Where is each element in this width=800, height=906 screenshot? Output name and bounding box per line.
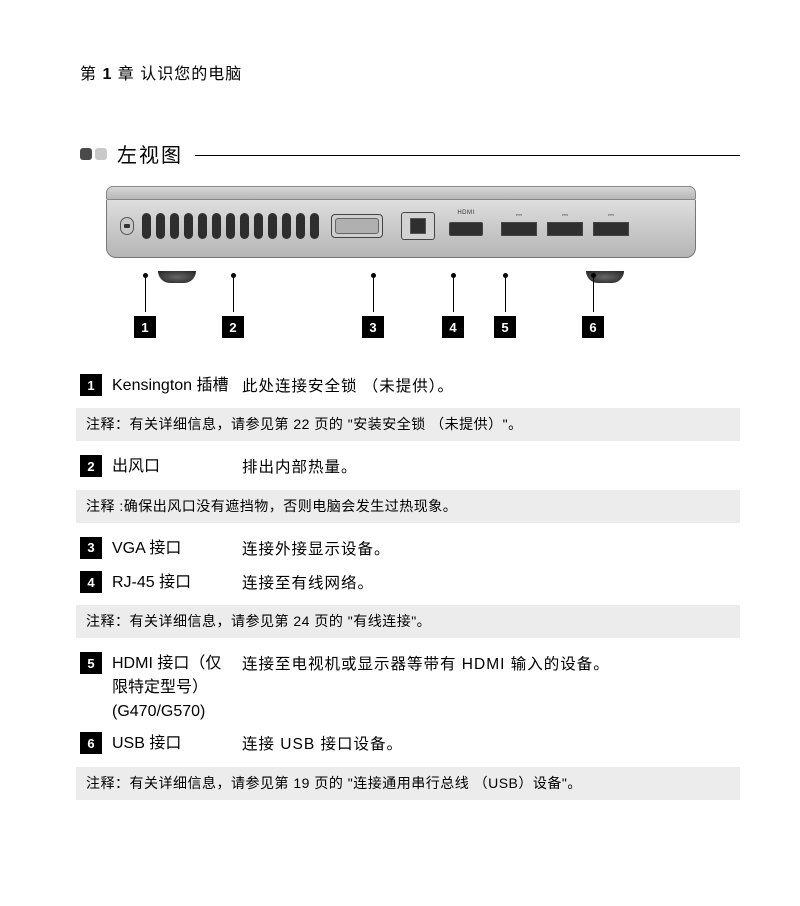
chapter-title: 第 1 章 认识您的电脑	[80, 60, 740, 84]
callout-number-badge: 1	[134, 316, 156, 338]
port-item-row: 1 Kensington 插槽此处连接安全锁 （未提供）。	[76, 374, 740, 400]
usb-port-icon: ⎓	[501, 222, 537, 236]
item-label: USB 接口	[112, 732, 242, 756]
callout-dot-icon	[143, 273, 148, 278]
usb-symbol-icon: ⎓	[594, 210, 628, 220]
item-number-badge: 5	[80, 652, 102, 674]
vents-icon	[142, 213, 319, 239]
callout-line	[145, 276, 146, 312]
item-description: 此处连接安全锁 （未提供）。	[242, 374, 740, 400]
laptop-side-illustration: HDMI ⎓ ⎓ ⎓	[106, 186, 696, 276]
port-descriptions-list: 1 Kensington 插槽此处连接安全锁 （未提供）。注释：有关详细信息，请参…	[76, 374, 740, 800]
vent-slot-icon	[310, 213, 319, 239]
callout-line	[373, 276, 374, 312]
item-label: 出风口	[112, 455, 242, 479]
usb-symbol-icon: ⎓	[502, 210, 536, 220]
usb-port-icon: ⎓	[593, 222, 629, 236]
callout-line	[593, 276, 594, 312]
callout-number-badge: 5	[494, 316, 516, 338]
item-number-badge: 2	[80, 455, 102, 477]
hdmi-port-icon: HDMI	[449, 222, 483, 236]
item-note: 注释 :确保出风口没有遮挡物，否则电脑会发生过热现象。	[76, 490, 740, 523]
chapter-number: 1	[102, 66, 112, 83]
callout-dot-icon	[591, 273, 596, 278]
bullet-light-icon	[95, 148, 107, 160]
vent-slot-icon	[240, 213, 249, 239]
item-label: HDMI 接口（仅限特定型号）(G470/G570)	[112, 652, 242, 724]
callout-number-badge: 2	[222, 316, 244, 338]
item-description: 连接外接显示设备。	[242, 537, 740, 563]
usb-port-icon: ⎓	[547, 222, 583, 236]
diagram-callout: 3	[362, 276, 384, 338]
item-label: VGA 接口	[112, 537, 242, 561]
vent-slot-icon	[212, 213, 221, 239]
kensington-slot-icon	[120, 217, 134, 235]
vent-slot-icon	[184, 213, 193, 239]
item-description: 连接 USB 接口设备。	[242, 732, 740, 758]
callout-number-badge: 3	[362, 316, 384, 338]
vent-slot-icon	[198, 213, 207, 239]
port-item-row: 5 HDMI 接口（仅限特定型号）(G470/G570)连接至电视机或显示器等带有…	[76, 652, 740, 724]
chassis-lid	[106, 186, 696, 200]
vent-slot-icon	[142, 213, 151, 239]
diagram-callout: 2	[222, 276, 244, 338]
ports-row: HDMI ⎓ ⎓ ⎓	[120, 210, 682, 242]
section-header: 左视图	[80, 139, 740, 168]
section-bullet-icons	[80, 148, 107, 160]
vent-slot-icon	[282, 213, 291, 239]
chapter-prefix: 第	[80, 66, 102, 83]
port-item-row: 3 VGA 接口连接外接显示设备。	[76, 537, 740, 563]
vga-port-icon	[331, 214, 383, 238]
hdmi-label: HDMI	[450, 210, 482, 216]
diagram-callout: 1	[134, 276, 156, 338]
bullet-dark-icon	[80, 148, 92, 160]
item-description: 排出内部热量。	[242, 455, 740, 481]
callout-line	[505, 276, 506, 312]
section-rule	[195, 155, 740, 156]
port-item-row: 4 RJ-45 接口连接至有线网络。	[76, 571, 740, 597]
vent-slot-icon	[170, 213, 179, 239]
vent-slot-icon	[254, 213, 263, 239]
item-number-badge: 3	[80, 537, 102, 559]
vent-slot-icon	[156, 213, 165, 239]
callout-line	[233, 276, 234, 312]
item-number-badge: 6	[80, 732, 102, 754]
callout-number-badge: 4	[442, 316, 464, 338]
callout-dot-icon	[231, 273, 236, 278]
item-description: 连接至有线网络。	[242, 571, 740, 597]
item-label: Kensington 插槽	[112, 374, 242, 398]
section-title: 左视图	[117, 139, 183, 168]
callout-line	[453, 276, 454, 312]
item-number-badge: 1	[80, 374, 102, 396]
rj45-port-icon	[401, 212, 435, 240]
diagram-callouts: 1 2 3 4 5 6	[106, 276, 696, 346]
item-note: 注释：有关详细信息，请参见第 22 页的 "安装安全锁 （未提供）"。	[76, 408, 740, 441]
callout-dot-icon	[451, 273, 456, 278]
item-label: RJ-45 接口	[112, 571, 242, 595]
port-item-row: 2 出风口排出内部热量。	[76, 455, 740, 481]
diagram-callout: 5	[494, 276, 516, 338]
item-description: 连接至电视机或显示器等带有 HDMI 输入的设备。	[242, 652, 740, 678]
item-note: 注释：有关详细信息，请参见第 19 页的 "连接通用串行总线 （USB）设备"。	[76, 767, 740, 800]
item-note: 注释：有关详细信息，请参见第 24 页的 "有线连接"。	[76, 605, 740, 638]
left-view-diagram: HDMI ⎓ ⎓ ⎓ 1 2 3 4 5 6	[106, 186, 740, 346]
usb-symbol-icon: ⎓	[548, 210, 582, 220]
callout-dot-icon	[371, 273, 376, 278]
port-item-row: 6 USB 接口连接 USB 接口设备。	[76, 732, 740, 758]
item-number-badge: 4	[80, 571, 102, 593]
callout-dot-icon	[503, 273, 508, 278]
chapter-suffix: 章 认识您的电脑	[112, 66, 242, 83]
diagram-callout: 6	[582, 276, 604, 338]
vent-slot-icon	[226, 213, 235, 239]
callout-number-badge: 6	[582, 316, 604, 338]
vent-slot-icon	[268, 213, 277, 239]
diagram-callout: 4	[442, 276, 464, 338]
vent-slot-icon	[296, 213, 305, 239]
